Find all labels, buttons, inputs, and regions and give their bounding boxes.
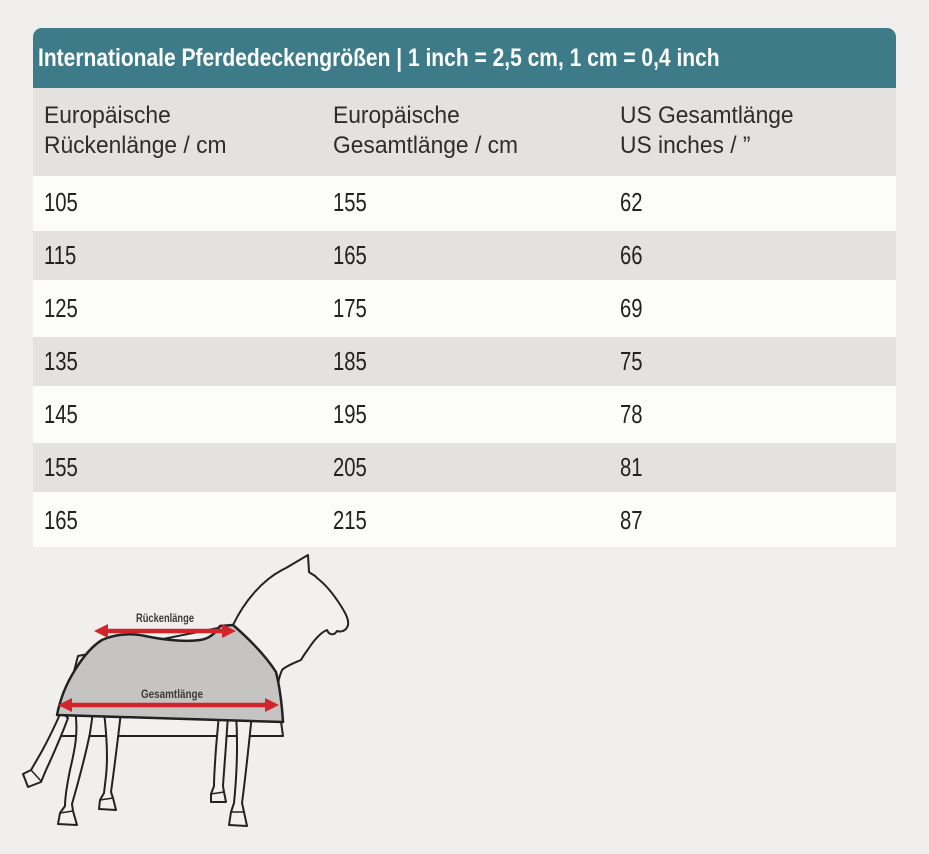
total-length-label: Gesamtlänge (141, 689, 203, 701)
column-header-us-length: US Gesamtlänge US inches / ” (620, 102, 794, 159)
table-row: 105 155 62 (33, 176, 896, 229)
horse-front-leg-far (210, 713, 229, 803)
horse-front-leg-near (228, 713, 253, 827)
table-row: 165 215 87 (33, 494, 896, 547)
table-row: 115 165 66 (33, 229, 896, 282)
size-chart: Internationale Pferdedeckengrößen | 1 in… (33, 28, 896, 547)
horse-hind-leg-stretched (22, 711, 69, 788)
table-row: 145 195 78 (33, 388, 896, 441)
hoof-line (99, 797, 114, 801)
table-row: 125 175 69 (33, 282, 896, 335)
table-header-row: Europäische Rückenlänge / cm Europäische… (33, 88, 896, 176)
chart-title: Internationale Pferdedeckengrößen | 1 in… (38, 43, 720, 72)
column-header-back-length: Europäische Rückenlänge / cm (44, 102, 227, 159)
horse-diagram-svg: Rückenlänge Gesamtlänge (22, 554, 350, 827)
hoof-line (59, 810, 74, 814)
chart-title-bar: Internationale Pferdedeckengrößen | 1 in… (33, 28, 896, 88)
table-row: 155 205 81 (33, 441, 896, 494)
horse-hind-leg-far (98, 711, 122, 811)
total-length-arrow: Gesamtlänge (58, 689, 279, 712)
table-body: 105 155 62 115 165 66 125 175 69 135 185… (33, 176, 896, 547)
hoof-line (210, 791, 225, 795)
hoof-line (30, 769, 42, 782)
table-row: 135 185 75 (33, 335, 896, 388)
horse-blanket (55, 623, 285, 724)
back-length-label: Rückenlänge (136, 613, 194, 625)
horse-hind-leg-near (57, 709, 94, 826)
back-length-arrow: Rückenlänge (94, 613, 236, 638)
horse-measurement-diagram: Rückenlänge Gesamtlänge (20, 548, 365, 848)
column-header-total-length: Europäische Gesamtlänge / cm (333, 102, 519, 159)
